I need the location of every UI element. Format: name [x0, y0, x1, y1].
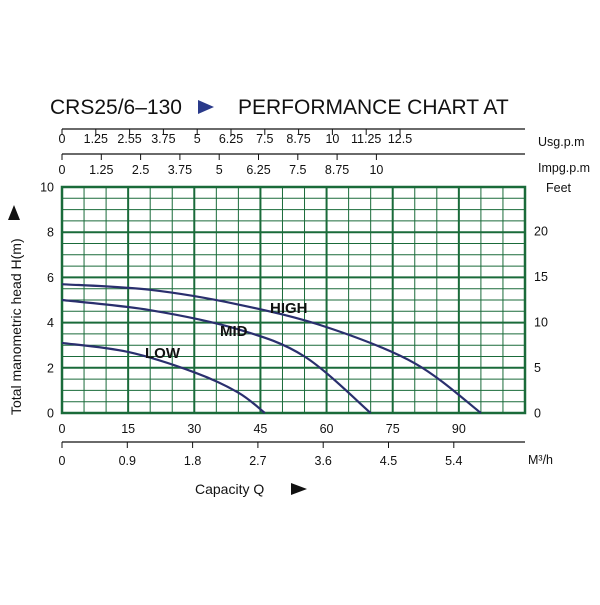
curve-label-mid: MID — [220, 323, 248, 340]
m3h-tick-label: 3.6 — [315, 454, 332, 468]
usgpm-tick-label: 12.5 — [388, 132, 412, 146]
feet-tick-label: 0 — [534, 407, 541, 421]
x-tick-label: 15 — [121, 422, 135, 436]
m3h-tick-label: 1.8 — [184, 454, 201, 468]
y-tick-label: 4 — [47, 316, 54, 330]
m3h-tick-label: 0.9 — [119, 454, 136, 468]
feet-tick-label: 15 — [534, 270, 548, 284]
impgpm-tick-label: 8.75 — [325, 163, 349, 177]
x-axis-arrow-icon — [291, 483, 307, 495]
usgpm-tick-label: 1.25 — [84, 132, 108, 146]
m3h-tick-label: 4.5 — [380, 454, 397, 468]
curve-label-high: HIGH — [270, 300, 308, 317]
y-tick-label: 8 — [47, 226, 54, 240]
impgpm-tick-label: 10 — [369, 163, 383, 177]
feet-tick-label: 20 — [534, 225, 548, 239]
x-tick-label: 45 — [253, 422, 267, 436]
impgpm-tick-label: 3.75 — [168, 163, 192, 177]
impgpm-tick-label: 7.5 — [289, 163, 306, 177]
chart-title-suffix: PERFORMANCE CHART AT — [238, 96, 509, 119]
y-tick-label: 10 — [40, 181, 54, 195]
usgpm-tick-label: 3.75 — [151, 132, 175, 146]
usgpm-tick-label: 2.55 — [117, 132, 141, 146]
impgpm-tick-label: 5 — [216, 163, 223, 177]
x-tick-label: 90 — [452, 422, 466, 436]
curve-low — [61, 341, 266, 414]
curve-high — [61, 283, 482, 414]
grid — [60, 128, 527, 443]
series-layer: HIGH MID LOW — [61, 283, 482, 414]
usgpm-tick-label: 0 — [59, 132, 66, 146]
unit-feet: Feet — [546, 181, 572, 195]
y-axis-label: Total manometric head H(m) — [8, 238, 24, 415]
feet-tick-label: 10 — [534, 316, 548, 330]
y-axis-arrow-icon — [8, 205, 20, 220]
unit-m3h: M³/h — [528, 453, 553, 467]
x-tick-label: 75 — [386, 422, 400, 436]
curve-label-low: LOW — [145, 345, 181, 362]
impgpm-tick-label: 6.25 — [246, 163, 270, 177]
x-tick-label: 30 — [187, 422, 201, 436]
m3h-tick-label: 0 — [59, 454, 66, 468]
impgpm-tick-label: 0 — [59, 163, 66, 177]
feet-tick-label: 5 — [534, 361, 541, 375]
m3h-tick-label: 2.7 — [249, 454, 266, 468]
unit-usgpm: Usg.p.m — [538, 135, 585, 149]
tick-labels: 0 1.25 2.55 3.75 5 6.25 7.5 8.75 10 11.25 12.50 1.2… — [40, 129, 548, 468]
usgpm-tick-label: 10 — [325, 132, 339, 146]
m3h-tick-label: 5.4 — [445, 454, 462, 468]
y-tick-label: 0 — [47, 407, 54, 421]
usgpm-tick-label: 8.75 — [286, 132, 310, 146]
x-tick-label: 60 — [320, 422, 334, 436]
usgpm-tick-label: 6.25 — [219, 132, 243, 146]
impgpm-tick-label: 1.25 — [89, 163, 113, 177]
usgpm-tick-label: 5 — [194, 132, 201, 146]
usgpm-tick-label: 11.25 — [351, 132, 381, 146]
x-axis-label: Capacity Q — [195, 481, 264, 497]
impgpm-tick-label: 2.5 — [132, 163, 149, 177]
unit-impgpm: Impg.p.m — [538, 161, 590, 175]
title-arrow-icon — [198, 100, 214, 114]
y-tick-label: 6 — [47, 271, 54, 285]
x-tick-label: 0 — [59, 422, 66, 436]
y-tick-label: 2 — [47, 361, 54, 375]
chart-title: CRS25/6–130 — [50, 96, 182, 119]
curve-mid — [61, 298, 372, 414]
usgpm-tick-label: 7.5 — [256, 132, 273, 146]
